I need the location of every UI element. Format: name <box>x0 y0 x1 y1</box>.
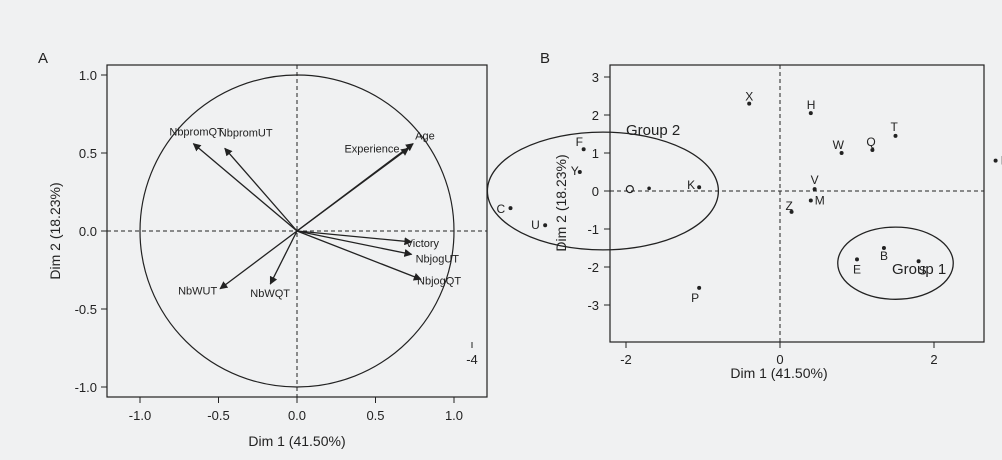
panel-a-y-axis-label: Dim 2 (18.23%) <box>47 182 63 279</box>
panel-b-point-label: X <box>745 90 753 104</box>
panel-b-group-label: Group 2 <box>626 122 680 139</box>
panel-b-point-label: W <box>833 138 845 152</box>
panel-b-x-tick-label: -4 <box>466 352 478 367</box>
panel-b-data-point <box>577 170 582 174</box>
panel-a-x-tick-label: 1.0 <box>445 408 463 423</box>
panel-b-frame <box>609 64 985 343</box>
panel-b-point-label: F <box>576 135 583 149</box>
panel-b-x-tick-label: -2 <box>620 352 632 367</box>
panel-b-y-tick-label: -3 <box>587 298 599 313</box>
panel-a-vector-arrow <box>192 143 298 232</box>
panel-b-x-tick-label: 2 <box>930 352 937 367</box>
panel-a-x-tick-label: -0.5 <box>207 408 229 423</box>
panel-a: A -1.0 -0.5 0.0 0.5 1.0 -1.0 -0.5 0.0 0.5 1.0 Nbpr… <box>38 50 488 449</box>
panel-a-vector-arrow <box>296 230 422 281</box>
panel-a-vector-label: Victory <box>406 238 440 250</box>
panel-a-y-tick-label: -0.5 <box>75 302 97 317</box>
panel-b-data-point <box>543 223 548 228</box>
panel-a-vector-label: Experience <box>344 143 399 155</box>
panel-b-data-point <box>839 151 844 155</box>
panel-a-vector-arrow <box>224 147 298 232</box>
panel-b-data-point <box>881 246 886 250</box>
panel-b-data-point <box>697 185 702 190</box>
panel-b-point-label: Q <box>866 135 875 149</box>
panel-a-vector-arrow <box>296 230 413 257</box>
panel-b-centroid-marker <box>647 186 651 191</box>
panel-b-data-point <box>870 147 875 152</box>
panel-b-data-point <box>916 259 921 264</box>
panel-b-group-label: Group 1 <box>892 261 946 278</box>
panel-a-x-tick-label: 0.5 <box>366 408 384 423</box>
panel-b-y-tick-label: -2 <box>587 260 599 275</box>
panel-b-point-label: I <box>1001 154 1002 168</box>
panel-b-point-label: P <box>691 291 699 305</box>
panel-b-y-tick-label: 0 <box>592 184 599 199</box>
panel-b-point-label: U <box>531 218 540 232</box>
panel-a-x-tick-label: -1.0 <box>129 408 151 423</box>
panel-b-data-point <box>808 111 813 116</box>
panel-b-data-point <box>508 206 513 211</box>
panel-b-centroid-marker <box>625 185 634 194</box>
panel-b-data-point <box>812 187 817 192</box>
panel-a-x-axis-label: Dim 1 (41.50%) <box>248 433 345 449</box>
panel-b-data-point <box>697 285 702 290</box>
panel-a-vector-arrow <box>219 230 298 290</box>
panel-b-data-point <box>808 198 813 203</box>
panel-a-vector-arrow <box>269 230 298 285</box>
panel-b-point-label: Y <box>571 164 579 178</box>
panel-b-data-point <box>789 209 794 214</box>
panel-b-letter: B <box>540 50 550 67</box>
panel-a-y-tick-label: 0.5 <box>79 146 97 161</box>
panel-b-point-label: B <box>880 249 888 263</box>
panel-b-point-label: V <box>811 173 819 187</box>
panel-b-point-label: T <box>891 120 899 134</box>
panel-b-point-label: H <box>807 98 816 112</box>
panel-b-point-label: M <box>815 194 825 208</box>
panel-a-vector-arrow <box>296 143 414 232</box>
panel-b-y-tick-label: -1 <box>587 222 599 237</box>
panel-b-point-label: C <box>497 202 506 216</box>
panel-b-point-label: Z <box>786 199 793 213</box>
panel-a-vector-label: NbjogUT <box>416 253 460 265</box>
panel-b-y-tick-label: 1 <box>592 146 599 161</box>
panel-a-vector-label: NbpromQT <box>169 127 224 139</box>
panel-b-y-axis-label: Dim 2 (18.23%) <box>553 154 569 251</box>
panel-b-point-label: S <box>919 263 927 277</box>
panel-b-data-point <box>855 257 859 262</box>
panel-a-vector-arrow <box>296 230 413 246</box>
panel-b-group-ellipse <box>486 131 720 251</box>
panel-b-point-label: K <box>687 178 695 192</box>
panel-a-y-tick-label: 1.0 <box>79 68 97 83</box>
panel-a-vector-label: Age <box>415 131 435 143</box>
panel-a-vector-label: NbjogQT <box>417 275 461 287</box>
panel-b-point-label: E <box>853 262 861 276</box>
panel-b-x-axis-label: Dim 1 (41.50%) <box>730 365 827 381</box>
panel-a-plot-layer: -1.0 -0.5 0.0 0.5 1.0 -1.0 -0.5 0.0 0.5 1.0 Nbprom… <box>75 65 487 423</box>
panel-a-letter: A <box>38 50 48 67</box>
panel-a-vector-label: NbpromUT <box>219 127 273 139</box>
panel-b-data-point <box>581 147 586 152</box>
panel-a-x-tick-label: 0.0 <box>288 408 306 423</box>
panel-b-x-tick-label: 0 <box>776 352 783 367</box>
panel-b-data-point <box>747 101 752 106</box>
panel-b-data-point <box>893 133 898 138</box>
panel-a-vector-label: NbWQT <box>250 288 290 300</box>
panel-a-y-tick-label: -1.0 <box>75 380 97 395</box>
panel-b-data-point <box>993 158 998 163</box>
panel-b-y-tick-label: 3 <box>592 70 599 85</box>
panel-a-vector-label: NbWUT <box>178 286 217 298</box>
panel-a-y-tick-label: 0.0 <box>79 224 97 239</box>
panel-b-group-ellipse <box>837 226 954 300</box>
panel-b-y-tick-label: 2 <box>592 108 599 123</box>
